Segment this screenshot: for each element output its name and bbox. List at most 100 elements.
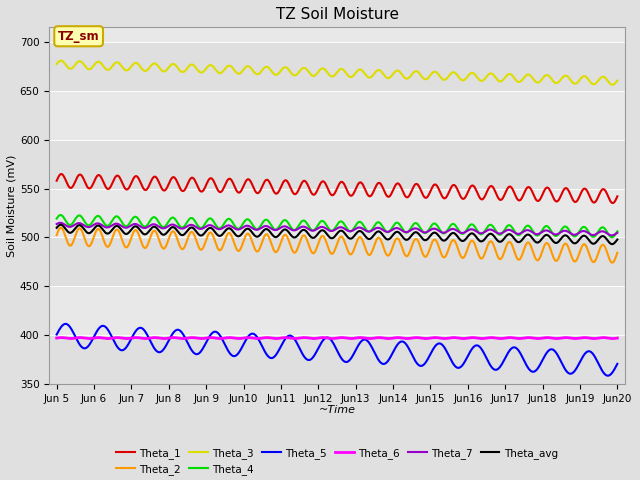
- Theta_5: [313, 348, 321, 354]
- Theta_2: [614, 250, 621, 255]
- Theta_4: [614, 228, 621, 234]
- Theta_1: [313, 189, 321, 194]
- Theta_4: [291, 227, 299, 233]
- Theta_1: [303, 180, 310, 186]
- Theta_5: [614, 361, 621, 367]
- Legend: Theta_1, Theta_2, Theta_3, Theta_4, Theta_5, Theta_6, Theta_7, Theta_avg: Theta_1, Theta_2, Theta_3, Theta_4, Thet…: [111, 443, 563, 480]
- Theta_1: [53, 178, 61, 183]
- Theta_5: [120, 347, 127, 353]
- Theta_4: [313, 224, 321, 230]
- Line: Theta_avg: Theta_avg: [57, 225, 618, 244]
- Theta_avg: [608, 241, 616, 247]
- Theta_2: [291, 250, 299, 255]
- Theta_1: [58, 171, 65, 177]
- Theta_6: [338, 335, 346, 340]
- Theta_1: [609, 200, 617, 206]
- Theta_avg: [53, 225, 61, 231]
- Text: TZ_sm: TZ_sm: [58, 30, 99, 43]
- Theta_7: [56, 220, 64, 226]
- Theta_6: [96, 335, 104, 340]
- Title: TZ Soil Moisture: TZ Soil Moisture: [275, 7, 399, 22]
- Line: Theta_2: Theta_2: [57, 228, 618, 263]
- Theta_avg: [291, 235, 299, 240]
- Line: Theta_7: Theta_7: [57, 223, 618, 235]
- Bar: [49, 42, 625, 91]
- Theta_5: [53, 332, 61, 337]
- Bar: [49, 238, 625, 286]
- Theta_6: [614, 335, 621, 341]
- Line: Theta_5: Theta_5: [57, 324, 618, 376]
- Theta_6: [291, 336, 298, 341]
- Theta_2: [97, 228, 104, 234]
- Theta_6: [372, 335, 380, 341]
- Theta_avg: [57, 222, 65, 228]
- Line: Theta_6: Theta_6: [57, 337, 618, 338]
- Theta_1: [120, 182, 127, 188]
- Theta_3: [58, 58, 65, 63]
- Theta_5: [97, 324, 104, 330]
- Theta_2: [303, 236, 310, 241]
- Theta_7: [53, 221, 61, 227]
- Theta_4: [372, 221, 380, 227]
- Theta_3: [313, 71, 321, 77]
- Theta_7: [614, 230, 621, 236]
- Theta_avg: [120, 229, 127, 235]
- Theta_3: [614, 78, 621, 84]
- Theta_4: [53, 216, 61, 221]
- Theta_4: [56, 212, 64, 218]
- Theta_4: [120, 221, 127, 227]
- Line: Theta_4: Theta_4: [57, 215, 618, 237]
- Theta_2: [313, 245, 321, 251]
- Theta_6: [312, 336, 320, 341]
- Theta_1: [97, 173, 104, 179]
- Theta_7: [608, 232, 616, 238]
- Theta_2: [608, 260, 616, 265]
- Theta_4: [608, 234, 616, 240]
- Theta_5: [604, 373, 612, 379]
- Theta_3: [303, 66, 310, 72]
- Theta_7: [291, 228, 299, 233]
- Theta_3: [53, 61, 61, 67]
- Theta_2: [120, 240, 127, 246]
- Theta_5: [291, 337, 299, 343]
- Theta_6: [119, 336, 127, 341]
- Theta_1: [372, 183, 380, 189]
- Theta_2: [53, 232, 61, 238]
- Bar: [49, 335, 625, 384]
- Theta_3: [291, 72, 299, 78]
- Theta_2: [57, 225, 65, 231]
- Theta_1: [291, 192, 299, 197]
- Bar: [49, 189, 625, 238]
- Theta_avg: [97, 224, 104, 229]
- Theta_2: [372, 238, 380, 243]
- X-axis label: ~Time: ~Time: [319, 405, 355, 415]
- Theta_3: [120, 65, 127, 71]
- Theta_7: [303, 225, 310, 230]
- Theta_6: [328, 336, 336, 341]
- Theta_avg: [614, 237, 621, 242]
- Theta_6: [302, 335, 310, 340]
- Theta_3: [372, 69, 380, 74]
- Theta_3: [97, 60, 104, 66]
- Theta_7: [120, 224, 127, 230]
- Theta_6: [53, 335, 61, 341]
- Theta_7: [313, 227, 321, 232]
- Theta_5: [62, 321, 70, 327]
- Line: Theta_1: Theta_1: [57, 174, 618, 203]
- Bar: [49, 140, 625, 189]
- Theta_7: [97, 221, 104, 227]
- Theta_7: [372, 225, 380, 231]
- Bar: [49, 286, 625, 335]
- Y-axis label: Soil Moisture (mV): Soil Moisture (mV): [7, 155, 17, 257]
- Theta_avg: [372, 229, 380, 235]
- Line: Theta_3: Theta_3: [57, 60, 618, 85]
- Theta_5: [303, 356, 310, 362]
- Theta_avg: [313, 233, 321, 239]
- Theta_5: [372, 353, 380, 359]
- Theta_4: [97, 215, 104, 220]
- Bar: [49, 91, 625, 140]
- Theta_4: [303, 220, 310, 226]
- Theta_3: [609, 82, 616, 88]
- Theta_avg: [303, 228, 310, 234]
- Theta_1: [614, 193, 621, 199]
